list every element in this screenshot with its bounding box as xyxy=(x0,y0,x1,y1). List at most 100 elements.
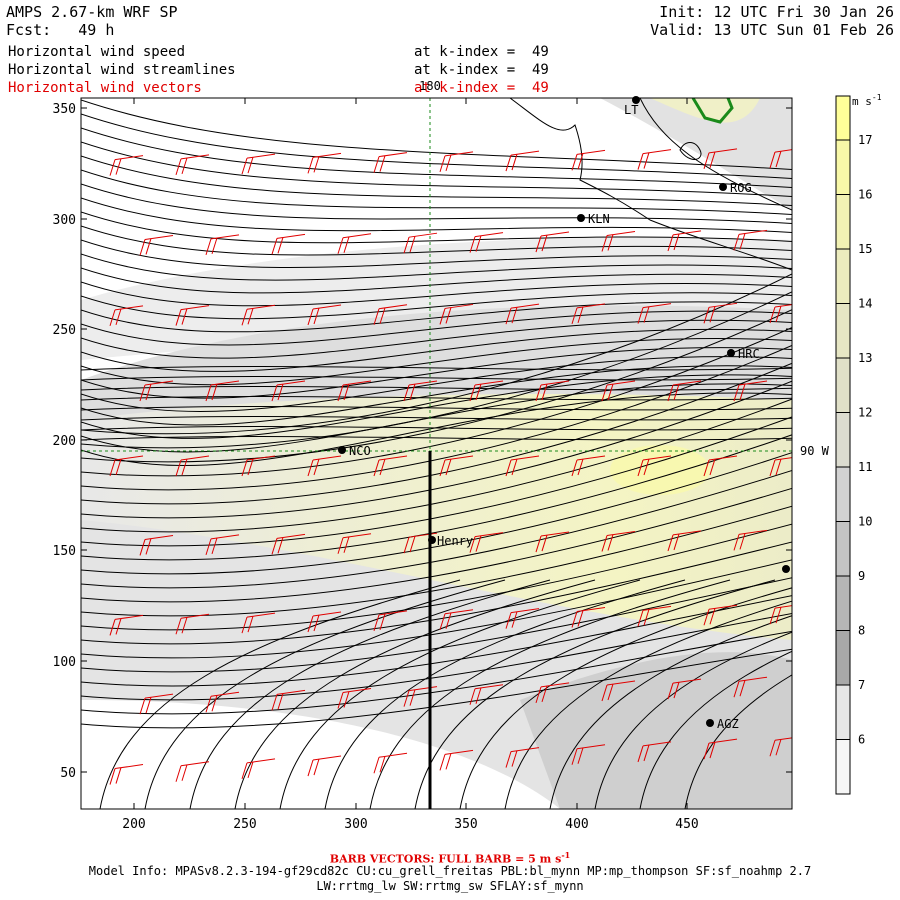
streamline xyxy=(81,183,792,225)
wind-barb xyxy=(109,305,144,327)
barb-flag xyxy=(475,687,482,704)
colorbar-level-label: 16 xyxy=(858,188,872,202)
streamline xyxy=(81,375,792,381)
barb-shaft xyxy=(774,457,792,461)
barb-flag xyxy=(211,537,218,555)
wind-barb xyxy=(439,455,474,477)
barb-flag xyxy=(247,156,254,174)
wind-barb xyxy=(601,380,636,402)
barb-flag xyxy=(469,384,476,402)
barb-flag xyxy=(337,237,344,254)
barb-flag xyxy=(379,756,386,773)
barb-shaft xyxy=(210,534,240,540)
streamline xyxy=(81,326,792,477)
wind-barb xyxy=(109,614,144,636)
streamline xyxy=(81,211,792,244)
streamline xyxy=(81,559,792,659)
barb-shaft xyxy=(672,380,702,386)
barb-shaft xyxy=(144,693,174,699)
streamline xyxy=(81,365,792,426)
station-marker xyxy=(428,536,436,544)
barb-shaft xyxy=(738,529,768,535)
barb-flag xyxy=(271,384,278,402)
barb-shaft xyxy=(540,231,570,237)
barb-flag xyxy=(577,458,584,476)
wind-barb xyxy=(469,684,504,705)
streamline xyxy=(81,395,792,401)
barb-flag xyxy=(109,619,116,636)
wind-barb xyxy=(373,752,408,774)
barb-shaft xyxy=(774,605,792,609)
barb-shaft xyxy=(510,303,540,309)
wind-barb xyxy=(241,612,276,634)
barb-flag xyxy=(769,151,776,169)
barb-flag xyxy=(205,384,212,402)
barb-flag xyxy=(769,740,776,757)
barb-flag xyxy=(337,692,344,709)
streamline xyxy=(81,310,792,346)
jet-max-shading xyxy=(610,445,710,495)
barb-flag xyxy=(271,238,278,255)
barb-shaft xyxy=(312,611,342,617)
x-tick-label: 450 xyxy=(675,817,698,832)
wind-barb xyxy=(703,455,738,477)
streamline xyxy=(81,113,792,180)
barb-shaft xyxy=(738,380,768,386)
barb-flag xyxy=(469,688,476,705)
colorbar-level-label: 8 xyxy=(858,624,865,638)
colorbar-swatch xyxy=(836,249,850,304)
streamline xyxy=(81,541,792,645)
colorbar-swatch xyxy=(836,521,850,576)
barb-flag xyxy=(775,739,782,756)
barb-flag xyxy=(175,618,182,635)
map-title: AMPS 2.67-km WRF SP xyxy=(6,3,178,21)
wind-barb xyxy=(403,532,438,554)
station-label: AGZ xyxy=(717,717,739,731)
barb-flag xyxy=(409,383,416,401)
barb-flag xyxy=(343,383,350,401)
barb-shaft xyxy=(180,305,210,311)
wind-barb xyxy=(601,230,636,252)
barb-flag xyxy=(379,155,386,172)
barb-flag xyxy=(379,458,386,476)
barb-shaft xyxy=(114,614,144,620)
wind-barb xyxy=(139,693,174,715)
barb-flag xyxy=(535,384,542,402)
barb-shaft xyxy=(276,689,306,695)
barb-shaft xyxy=(540,380,570,386)
barb-flag xyxy=(511,750,518,767)
streamline xyxy=(369,579,731,809)
wind-map: LT ROG KLN HRC NCO Henry AGZ 200 250 300… xyxy=(53,79,882,832)
wind-barb xyxy=(505,747,540,768)
wind-barb xyxy=(571,303,606,325)
wind-barb xyxy=(271,533,306,555)
barb-flag xyxy=(409,689,416,706)
barb-shaft xyxy=(444,609,474,615)
barb-flag xyxy=(439,308,446,325)
barb-flag xyxy=(109,309,116,327)
wind-barb xyxy=(175,613,210,635)
streamline xyxy=(81,301,792,333)
wind-barb xyxy=(769,737,792,757)
barb-flag xyxy=(403,384,410,402)
barb-flag xyxy=(181,617,188,634)
barb-flag xyxy=(601,684,608,702)
wind-barb xyxy=(733,676,768,698)
wind-barb xyxy=(139,534,174,556)
barb-shaft xyxy=(378,610,408,616)
wind-barb xyxy=(733,380,768,402)
shade-band xyxy=(81,237,792,360)
barb-flag xyxy=(541,383,548,401)
wind-barb xyxy=(667,678,702,700)
barb-flag xyxy=(277,237,284,254)
barb-shaft xyxy=(576,607,606,612)
colorbar-swatch xyxy=(836,303,850,358)
barb-flag xyxy=(607,683,614,701)
barb-shaft xyxy=(210,234,240,240)
barb-flag xyxy=(313,307,320,325)
wind-barb xyxy=(733,229,768,251)
colorbar-swatch xyxy=(836,630,850,685)
wind-barbs xyxy=(109,148,792,785)
y-tick-label: 350 xyxy=(53,102,76,117)
barb-flag xyxy=(445,612,452,629)
